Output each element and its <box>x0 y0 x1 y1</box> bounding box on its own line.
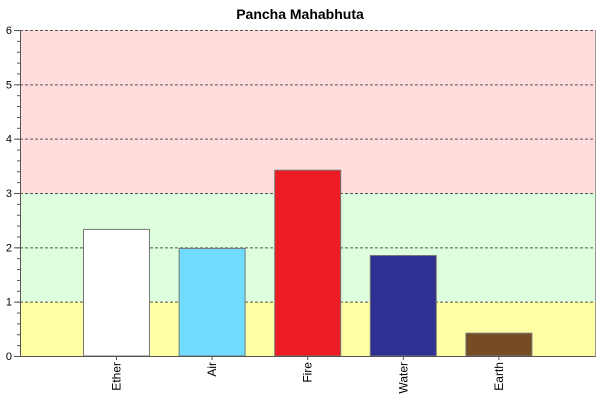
bar-earth <box>465 332 533 357</box>
x-tick-label-fire: Fire <box>301 362 315 383</box>
chart-title: Pancha Mahabhuta <box>236 6 364 22</box>
x-tick-label-ether: Ether <box>110 362 124 391</box>
y-tick-label-3: 3 <box>6 188 12 200</box>
bar-water <box>369 254 437 357</box>
y-tick-label-4: 4 <box>6 134 12 146</box>
bar-fire <box>274 169 342 357</box>
x-tick-label-earth: Earth <box>492 362 506 391</box>
y-tick-label-1: 1 <box>6 297 12 309</box>
y-tick-label-6: 6 <box>6 25 12 37</box>
bar-ether <box>83 228 150 357</box>
band-2 <box>20 30 596 193</box>
y-tick-label-2: 2 <box>6 242 12 254</box>
bar-air <box>178 247 246 357</box>
x-tick-label-air: Air <box>205 362 219 377</box>
y-tick-label-0: 0 <box>6 351 12 363</box>
y-tick-label-5: 5 <box>6 79 12 91</box>
x-tick-label-water: Water <box>396 362 410 394</box>
